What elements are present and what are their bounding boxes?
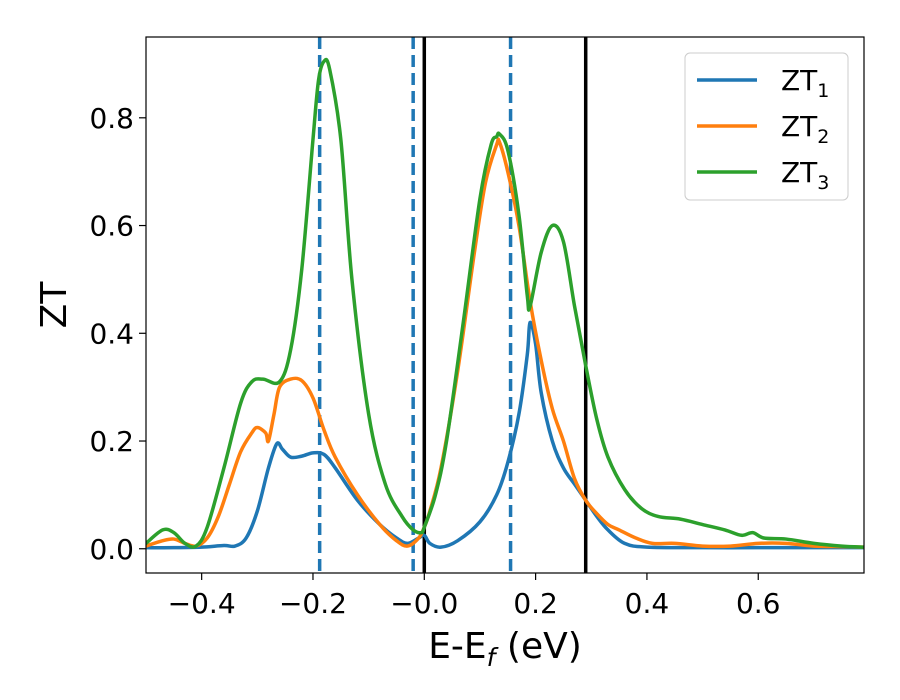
plot-frame — [145, 36, 865, 574]
y-tick-label: 0.6 — [89, 210, 134, 243]
reference-lines — [317, 37, 588, 573]
legend-label-zt2: ZT2 — [781, 110, 829, 148]
x-axis-label-unit: (eV) — [495, 626, 581, 667]
x-tick-label: 0.2 — [513, 587, 558, 620]
legend: ZT1 ZT2 ZT3 — [684, 52, 849, 201]
x-axis: −0.4 −0.2 −0.0 0.2 0.4 0.6 — [168, 573, 781, 620]
plot-area — [146, 37, 864, 573]
y-tick-label: 0.0 — [89, 533, 134, 566]
x-tick-label: −0.0 — [390, 587, 458, 620]
y-tick-label: 0.8 — [89, 102, 134, 135]
x-tick-label: −0.4 — [168, 587, 236, 620]
y-axis: 0.0 0.2 0.4 0.6 0.8 — [89, 102, 146, 566]
x-tick-label: 0.4 — [625, 587, 670, 620]
y-tick-label: 0.2 — [89, 425, 134, 458]
x-axis-label: E-Ef (eV) — [428, 626, 582, 672]
series-line-zt3 — [146, 57, 864, 549]
legend-label-zt1: ZT1 — [781, 64, 829, 102]
legend-box — [684, 52, 849, 201]
x-tick-label: 0.6 — [736, 587, 781, 620]
series-layer — [146, 57, 864, 550]
x-tick-label: −0.2 — [279, 587, 347, 620]
y-tick-label: 0.4 — [89, 317, 134, 350]
series-line-zt1 — [146, 320, 864, 550]
y-axis-label: ZT — [34, 281, 75, 329]
legend-label-zt3: ZT3 — [781, 156, 829, 194]
